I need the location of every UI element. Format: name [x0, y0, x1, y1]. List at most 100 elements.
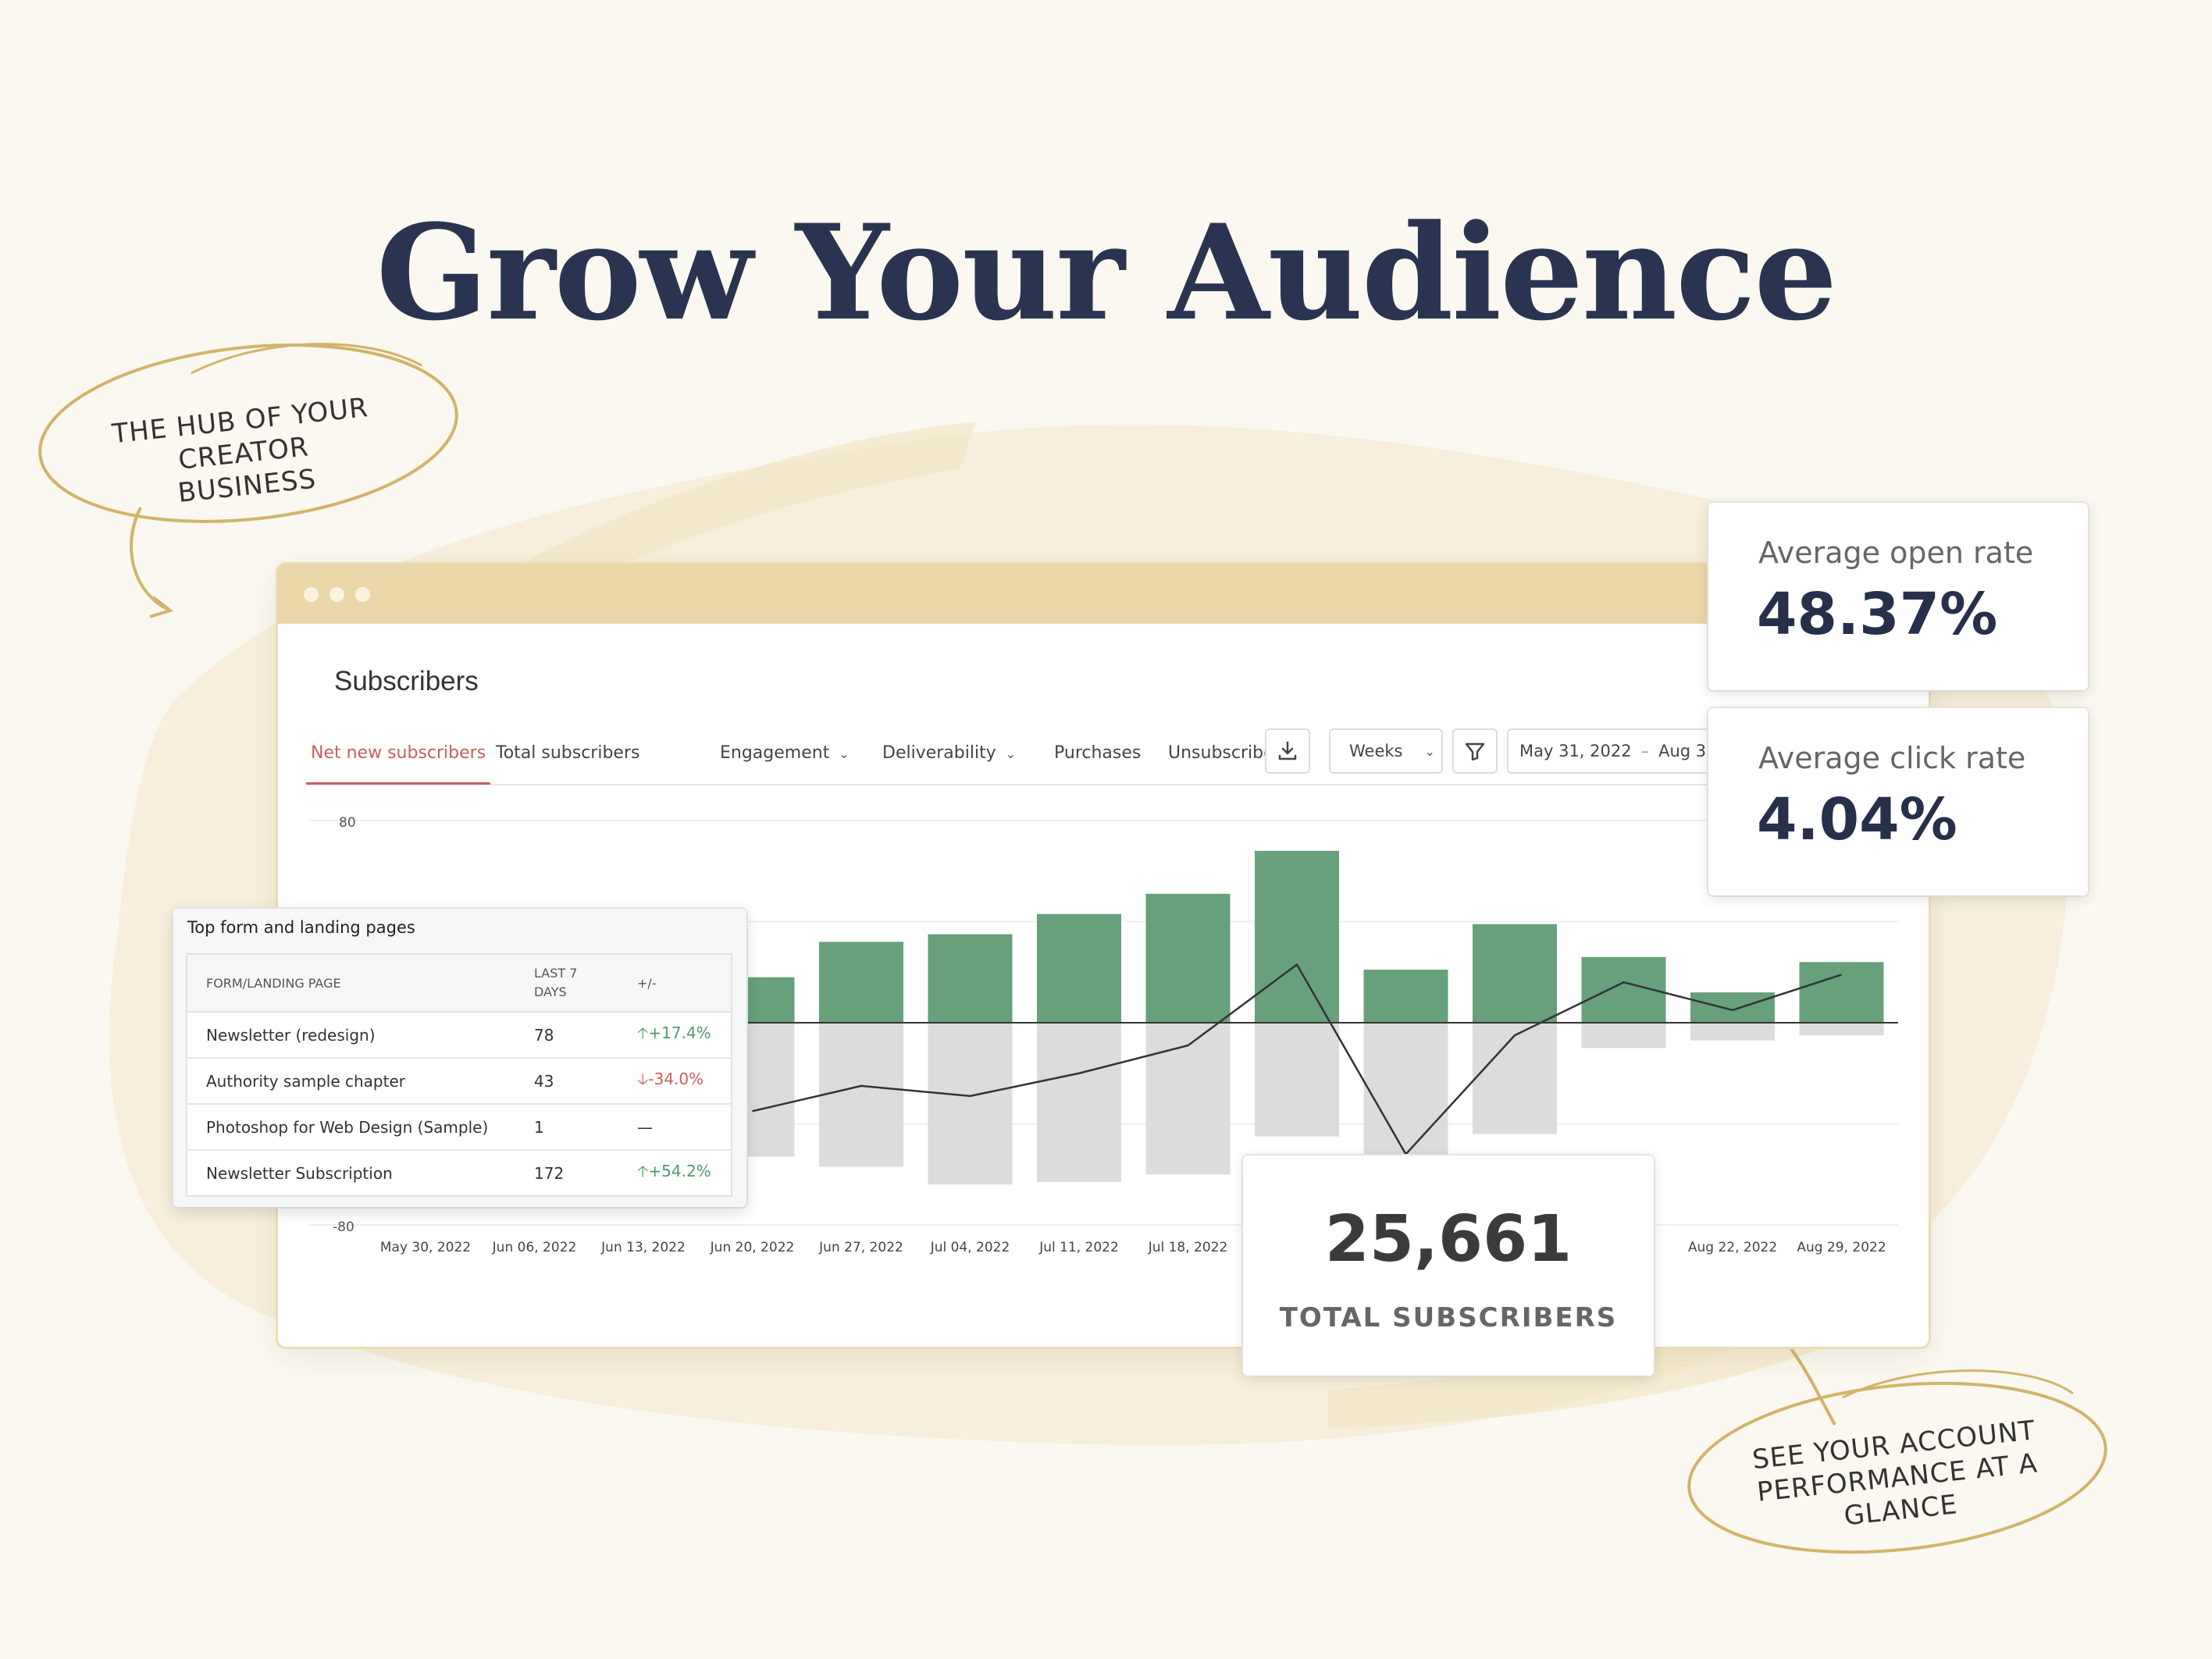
- table-row[interactable]: Photoshop for Web Design (Sample) 1 —: [187, 1104, 732, 1151]
- page-title: Grow Your Audience: [376, 195, 1838, 350]
- bar-new-subscribers: [1473, 924, 1557, 1023]
- x-tick-label: Jul 04, 2022: [930, 1240, 1010, 1255]
- table-row[interactable]: Newsletter Subscription 172 🡡+54.2%: [187, 1150, 732, 1196]
- bar-new-subscribers: [1690, 992, 1775, 1023]
- table-row[interactable]: Newsletter (redesign) 78 🡡+17.4%: [187, 1012, 732, 1059]
- window-dot: [355, 587, 370, 602]
- x-tick-label: Jun 20, 2022: [710, 1240, 795, 1255]
- chevron-down-icon: ⌄: [839, 746, 850, 761]
- click-rate-value: 4.04%: [1757, 786, 1957, 853]
- date-separator: –: [1640, 742, 1650, 760]
- page-change: 🡡+17.4%: [618, 1012, 732, 1059]
- tab-bar: Net new subscribers Total subscribers En…: [306, 724, 1929, 785]
- click-rate-card: Average click rate 4.04%: [1708, 708, 2088, 895]
- bar-new-subscribers: [1255, 850, 1339, 1023]
- bar-unsubscribes: [1799, 1023, 1884, 1036]
- net-subscribers-line: [752, 963, 1842, 1156]
- table-row[interactable]: Authority sample chapter 43 🡣-34.0%: [187, 1058, 732, 1105]
- tab-deliverability[interactable]: Deliverability ⌄: [882, 724, 1016, 782]
- x-tick-label: Jul 11, 2022: [1038, 1240, 1119, 1255]
- click-rate-label: Average click rate: [1758, 741, 2026, 775]
- window-titlebar: [278, 564, 1929, 624]
- bar-unsubscribes: [1690, 1023, 1775, 1041]
- section-title: Subscribers: [334, 666, 479, 696]
- top-pages-card: Top form and landing pages FORM/LANDING …: [173, 909, 746, 1207]
- page-change: —: [618, 1104, 732, 1151]
- tab-unsubscribes[interactable]: Unsubscribes: [1168, 743, 1284, 763]
- tab-deliverability-label: Deliverability: [882, 743, 996, 763]
- tab-purchases[interactable]: Purchases: [1054, 743, 1142, 763]
- x-tick-label: May 30, 2022: [380, 1240, 471, 1255]
- x-tick-label: Jun 13, 2022: [600, 1240, 686, 1255]
- bar-new-subscribers: [819, 942, 903, 1023]
- tab-engagement-label: Engagement: [720, 743, 830, 763]
- page-change: 🡣-34.0%: [618, 1058, 732, 1105]
- page-change: 🡡+54.2%: [618, 1150, 732, 1196]
- bar-unsubscribes: [928, 1023, 1013, 1185]
- filter-button[interactable]: [1452, 728, 1498, 774]
- y-tick-label: -80: [333, 1219, 354, 1235]
- bar-new-subscribers: [928, 934, 1013, 1023]
- bar-new-subscribers: [1037, 913, 1121, 1023]
- open-rate-value: 48.37%: [1757, 581, 1998, 648]
- column-header-last-7-days: LAST 7 DAYS: [515, 954, 618, 1013]
- bar-unsubscribes: [1363, 1023, 1448, 1155]
- window-dot: [329, 587, 344, 602]
- page-count: 43: [515, 1058, 618, 1105]
- arrow-up-icon: 🡡: [637, 1023, 649, 1042]
- download-icon: [1278, 741, 1297, 760]
- arrow-up-icon: 🡡: [637, 1161, 649, 1180]
- period-select-value: Weeks: [1349, 742, 1403, 760]
- date-from: May 31, 2022: [1519, 742, 1632, 760]
- page-name: Authority sample chapter: [187, 1058, 515, 1105]
- column-header-page: FORM/LANDING PAGE: [187, 954, 515, 1013]
- bar-unsubscribes: [819, 1023, 903, 1167]
- page-count: 1: [515, 1104, 618, 1151]
- chevron-down-icon: ⌄: [1424, 743, 1435, 759]
- arrow-down-icon: 🡣: [637, 1069, 649, 1088]
- x-tick-label: Aug 29, 2022: [1797, 1240, 1886, 1255]
- x-tick-label: Jun 06, 2022: [492, 1240, 577, 1255]
- page-change-value: +17.4%: [648, 1023, 711, 1042]
- x-tick-label: Jun 27, 2022: [818, 1240, 903, 1255]
- open-rate-card: Average open rate 48.37%: [1708, 503, 2088, 690]
- subscribers-chart: 80 -80 May 30, 2022 Jun 06, 2022 Jun 13, 202…: [309, 815, 1898, 1255]
- window-dot: [304, 587, 319, 602]
- bar-unsubscribes: [1255, 1023, 1339, 1137]
- open-rate-label: Average open rate: [1758, 536, 2034, 570]
- tab-engagement[interactable]: Engagement ⌄: [720, 724, 850, 782]
- table-header-row: FORM/LANDING PAGE LAST 7 DAYS +/-: [187, 954, 732, 1013]
- page-name: Newsletter (redesign): [187, 1012, 515, 1059]
- page-name: Photoshop for Web Design (Sample): [187, 1104, 515, 1151]
- bar-new-subscribers: [1799, 962, 1884, 1023]
- total-subscribers-value: 25,661: [1324, 1202, 1573, 1276]
- page-change-value: -34.0%: [648, 1069, 704, 1088]
- tab-total-subscribers[interactable]: Total subscribers: [496, 743, 640, 763]
- top-pages-table: FORM/LANDING PAGE LAST 7 DAYS +/- Newsle…: [186, 953, 732, 1197]
- total-subscribers-label: TOTAL SUBSCRIBERS: [1279, 1302, 1618, 1333]
- bar-unsubscribes: [1037, 1023, 1121, 1182]
- page-change-value: —: [637, 1117, 653, 1137]
- download-button[interactable]: [1265, 728, 1310, 774]
- page-name: Newsletter Subscription: [206, 1163, 393, 1183]
- page-change-value: +54.2%: [648, 1161, 711, 1180]
- total-subscribers-card: 25,661 TOTAL SUBSCRIBERS: [1243, 1155, 1654, 1376]
- tab-net-new-subscribers[interactable]: Net new subscribers: [306, 724, 491, 785]
- x-tick-label: Aug 22, 2022: [1688, 1240, 1777, 1255]
- page-count: 78: [515, 1012, 618, 1059]
- bar-unsubscribes: [1581, 1023, 1666, 1048]
- page-count: 172: [534, 1163, 565, 1183]
- bar-unsubscribes: [1473, 1023, 1557, 1134]
- filter-icon: [1465, 742, 1485, 761]
- column-header-change: +/-: [618, 954, 732, 1013]
- column-header-last-7-days-label: LAST 7 DAYS: [534, 966, 578, 999]
- bar-unsubscribes: [1145, 1023, 1231, 1175]
- bar-new-subscribers: [1145, 893, 1231, 1023]
- x-tick-label: Jul 18, 2022: [1148, 1240, 1228, 1255]
- y-tick-label: 80: [339, 815, 356, 831]
- chevron-down-icon: ⌄: [1005, 746, 1017, 761]
- date-range-picker[interactable]: May 31, 2022 – Aug 31, 2: [1507, 728, 1741, 774]
- top-pages-title: Top form and landing pages: [187, 918, 415, 937]
- period-select[interactable]: Weeks ⌄: [1329, 728, 1443, 774]
- bar-new-subscribers: [1363, 970, 1448, 1023]
